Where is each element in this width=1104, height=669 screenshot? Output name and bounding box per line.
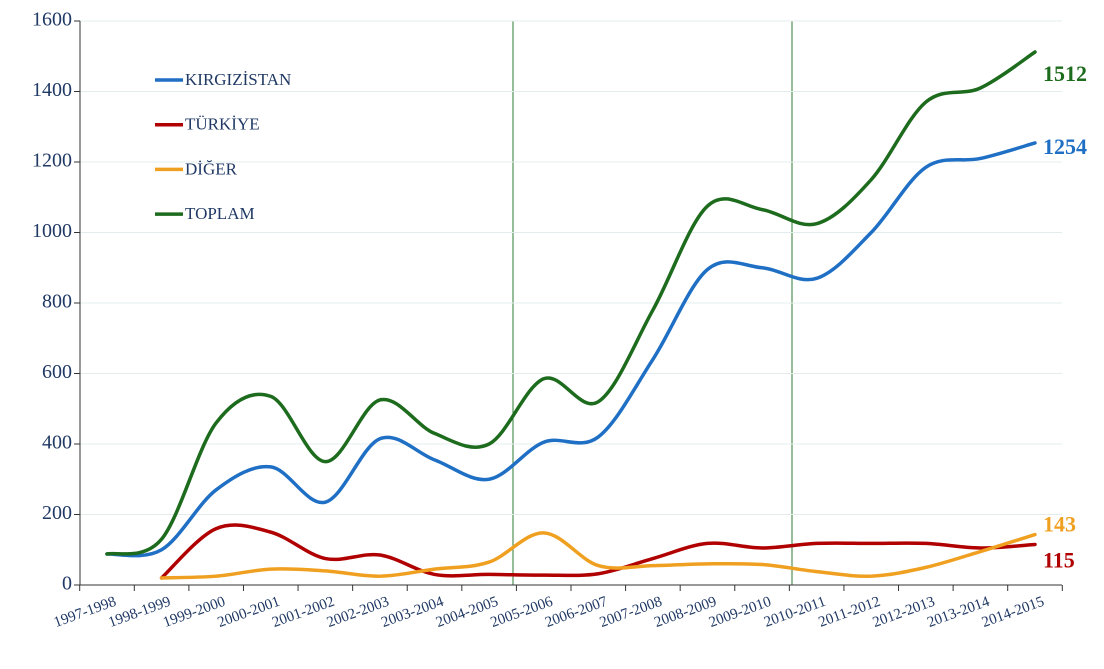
y-tick-label: 800 [42,291,72,313]
x-tick-label: 2011-2012 [817,594,883,631]
series-line [105,50,1037,556]
legend-label: DİĞER [185,159,238,178]
end-label: 115 [1043,548,1075,573]
x-tick-label: 1999-2000 [161,594,228,631]
x-tick-label: 2002-2003 [325,594,392,631]
x-tick-label: 2014-2015 [980,594,1047,631]
legend-label: TÜRKİYE [185,115,260,134]
x-tick-label: 2012-2013 [871,594,938,631]
y-tick-label: 600 [42,361,72,383]
end-label: 143 [1043,512,1076,537]
x-tick-label: 2007-2008 [598,594,665,631]
legend-label: KIRGIZİSTAN [185,70,291,89]
x-tick-label: 2013-2014 [925,594,992,631]
y-tick-label: 1200 [32,150,72,172]
y-tick-label: 200 [42,502,72,524]
y-tick-label: 400 [42,432,72,454]
x-tick-label: 2000-2001 [216,594,283,631]
series-line [159,523,1037,580]
x-tick-label: 1997-1998 [52,594,119,631]
y-tick-label: 1000 [32,220,72,242]
x-tick-label: 2008-2009 [652,594,719,631]
y-tick-label: 0 [62,573,72,595]
x-tick-label: 2009-2010 [707,594,774,631]
x-tick-label: 2004-2005 [434,594,501,631]
x-tick-label: 2001-2002 [270,594,337,631]
end-label: 1512 [1043,61,1087,86]
end-label: 1254 [1043,134,1087,159]
y-tick-label: 1600 [32,9,72,31]
series-line [105,141,1037,558]
series-line [159,531,1037,580]
x-tick-label: 1998-1999 [106,594,173,631]
legend-label: TOPLAM [185,204,255,223]
y-tick-label: 1400 [32,79,72,101]
x-tick-label: 2010-2011 [762,594,828,631]
